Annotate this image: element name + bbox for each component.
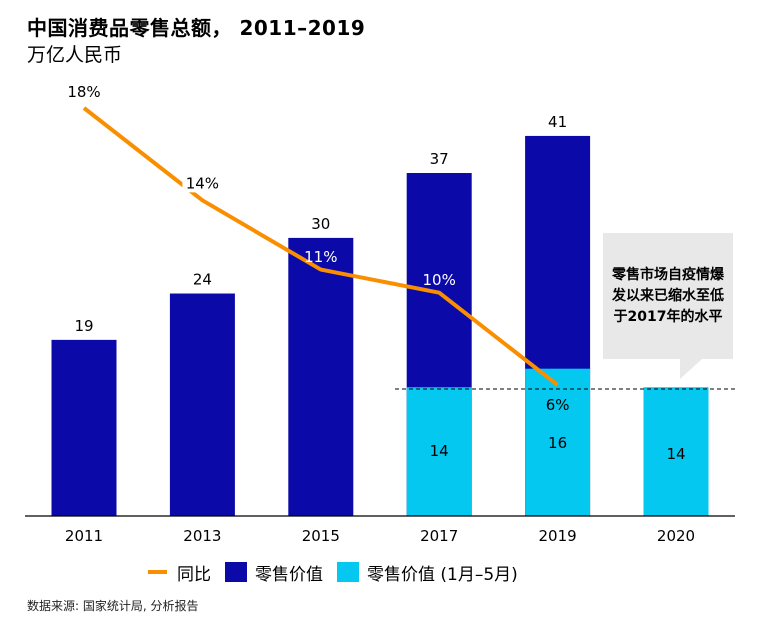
bar-retail-value-jan-may-2019: [525, 368, 591, 516]
chart-title: 中国消费品零售总额， 2011–2019: [27, 16, 366, 40]
x-tick-label-2020: 2020: [657, 527, 695, 545]
bar-retail-value-2013: [169, 293, 235, 516]
bar-retail-value-2011: [51, 339, 117, 516]
bar-value-label-2019: 41: [548, 113, 567, 131]
bar-retail-value-2015: [288, 237, 354, 516]
legend-item-retail-value: 零售价值: [225, 560, 323, 585]
bar-value-label-2017: 37: [430, 150, 449, 168]
legend-item-retail-value-jan-may: 零售价值 (1月–5月): [337, 560, 518, 585]
bar-partial-value-label-2017: 14: [430, 442, 449, 460]
annotation-callout: 零售市场自疫情爆发以来已缩水至低于2017年的水平: [603, 233, 733, 359]
line-value-label-2011: 18%: [67, 83, 100, 101]
bar-retail-value-jan-may-2017: [406, 387, 472, 516]
legend-swatch-dark-blue: [225, 562, 247, 582]
annotation-text: 零售市场自疫情爆发以来已缩水至低于2017年的水平: [612, 266, 724, 325]
bar-value-label-2011: 19: [74, 317, 93, 335]
bar-value-label-2015: 30: [311, 215, 330, 233]
line-value-label-2015: 11%: [304, 248, 337, 266]
x-tick-label-2017: 2017: [420, 527, 458, 545]
bar-value-label-2013: 24: [193, 271, 212, 289]
legend-swatch-line: [148, 570, 167, 574]
line-value-label-2019: 6%: [546, 396, 570, 414]
bar-partial-value-label-2020: 14: [666, 445, 685, 463]
x-tick-label-2013: 2013: [183, 527, 221, 545]
callout-pointer: [680, 359, 702, 379]
data-source-note: 数据来源: 国家统计局, 分析报告: [27, 599, 199, 613]
legend-label-retail-value-jan-may: 零售价值 (1月–5月): [367, 564, 518, 585]
line-value-label-2013: 14%: [186, 174, 219, 192]
line-label-bg-2013: [182, 174, 223, 193]
chart-subtitle: 万亿人民币: [27, 44, 123, 66]
legend-item-yoy: 同比: [148, 560, 211, 585]
legend-label-retail-value: 零售价值: [255, 564, 323, 585]
legend-label-yoy: 同比: [177, 564, 211, 585]
x-tick-label-2011: 2011: [65, 527, 103, 545]
legend-swatch-light-blue: [337, 562, 359, 582]
legend: 同比 零售价值 零售价值 (1月–5月): [148, 560, 532, 585]
x-tick-label-2019: 2019: [539, 527, 577, 545]
x-tick-label-2015: 2015: [302, 527, 340, 545]
bar-partial-value-label-2019: 16: [548, 434, 567, 452]
line-value-label-2017: 10%: [423, 271, 456, 289]
bar-retail-value-jan-may-2020: [643, 387, 709, 516]
